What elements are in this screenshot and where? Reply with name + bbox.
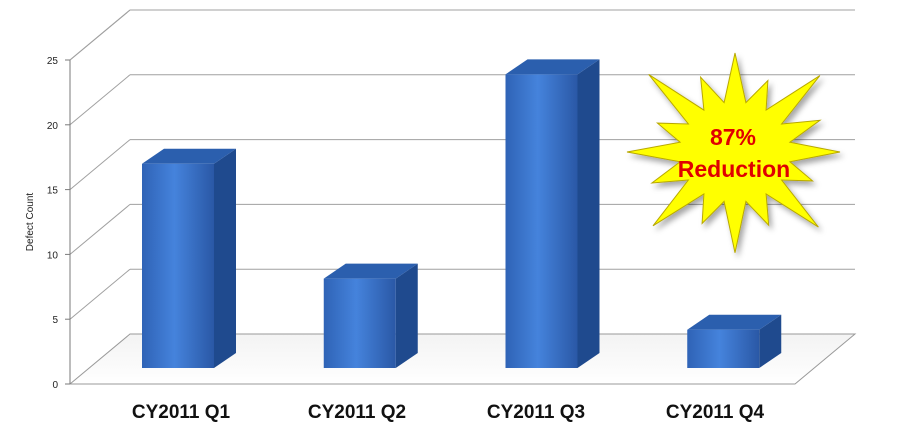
y-tick-label: 0 [52, 380, 58, 391]
chart-floor [68, 333, 857, 385]
y-tick-label: 15 [47, 186, 59, 197]
gridlines [68, 9, 857, 385]
bar-front [687, 329, 760, 368]
y-tick-label: 10 [47, 250, 59, 261]
category-label: CY2011 Q4 [666, 402, 765, 422]
category-label: CY2011 Q3 [487, 402, 585, 422]
gridline-side [69, 9, 131, 61]
annotation-label: Reduction [678, 156, 790, 182]
bar-side [759, 314, 782, 368]
reduction-starburst: 87% Reduction [626, 52, 841, 253]
bar [142, 148, 236, 368]
y-tick-label: 25 [47, 56, 59, 67]
y-tick-label: 20 [47, 121, 59, 132]
gridline-side [69, 74, 131, 126]
bar [687, 314, 782, 368]
bar-top [142, 148, 236, 164]
bar-top [505, 59, 600, 75]
category-label: CY2011 Q1 [132, 402, 231, 422]
bar [505, 59, 600, 368]
bar-side [577, 59, 600, 368]
annotation-percent: 87% [710, 124, 756, 150]
bar-side [214, 148, 236, 368]
bar-top [323, 263, 418, 279]
y-tick-label: 5 [52, 315, 58, 326]
bars [142, 59, 782, 368]
bar-front [505, 74, 578, 368]
gridline-side [69, 268, 131, 320]
bar-front [323, 278, 396, 368]
starburst-shape [626, 52, 841, 253]
category-label: CY2011 Q2 [308, 402, 406, 422]
bar-top [687, 314, 782, 330]
bar [323, 263, 418, 368]
value-axis: 0 5 10 15 20 25 [47, 56, 71, 391]
category-axis: CY2011 Q1 CY2011 Q2 CY2011 Q3 CY2011 Q4 [132, 402, 765, 422]
bar-side [395, 263, 418, 368]
y-axis-label: Defect Count [25, 193, 36, 252]
gridline-side [69, 139, 131, 190]
bar-front [142, 163, 214, 368]
gridline-side [69, 204, 131, 255]
